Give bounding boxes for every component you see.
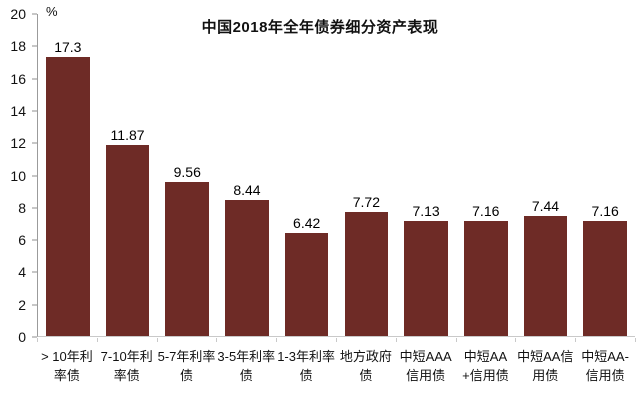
y-tick-mark	[32, 13, 37, 15]
x-axis-ticks	[37, 338, 636, 343]
y-tick-mark	[32, 207, 37, 209]
y-tick-mark	[32, 304, 37, 306]
y-tick-mark	[32, 175, 37, 176]
x-tick-mark	[575, 338, 577, 342]
y-tick-label: 16	[10, 70, 26, 87]
bar	[46, 57, 90, 336]
bar	[344, 211, 389, 336]
bar-column: 17.3	[38, 14, 98, 336]
y-tick-label: 6	[18, 232, 26, 249]
x-tick-mark	[96, 338, 98, 342]
x-category-label: 中短AA-信用债	[581, 349, 629, 383]
bar-column: 7.16	[575, 14, 635, 336]
bar	[523, 216, 568, 336]
x-axis-labels: > 10年利率债 7-10年利率债 5-7年利率债 3-5年利率债 1-3年利率债 地方政…	[37, 348, 635, 386]
bar	[105, 144, 150, 336]
y-tick-mark	[32, 110, 37, 112]
y-tick-label: 18	[10, 38, 26, 55]
x-category-label: 中短AA信用债	[517, 349, 574, 383]
bar-value-label: 7.72	[352, 193, 380, 210]
bar-value-label: 11.87	[110, 126, 145, 143]
x-category-label: 7-10年利率债	[100, 349, 153, 383]
bar	[165, 182, 210, 336]
x-category-label: 3-5年利率债	[217, 349, 276, 383]
x-tick-mark	[455, 338, 457, 342]
bar-column: 8.44	[217, 14, 277, 336]
x-category-label: 中短AA+信用债	[462, 349, 509, 383]
y-tick-label: 20	[10, 6, 26, 22]
y-axis-unit-label: %	[46, 4, 58, 19]
bar-value-label: 7.16	[472, 202, 500, 219]
y-tick-label: 4	[18, 264, 26, 281]
bar-value-label: 7.16	[591, 202, 619, 219]
y-tick-mark	[32, 336, 37, 338]
x-tick-mark	[635, 338, 636, 342]
bar-column: 9.56	[157, 14, 217, 336]
bar-column: 11.87	[98, 14, 158, 336]
bar	[225, 200, 269, 336]
bar-column: 7.44	[516, 14, 576, 336]
x-tick-mark	[395, 338, 397, 342]
y-axis: 0 2 4 6 8 10 12 14 16 18 20	[0, 7, 37, 344]
bar	[284, 232, 329, 336]
x-category-label: 中短AAA信用债	[399, 349, 452, 383]
y-tick-mark	[32, 271, 37, 273]
bar-value-label: 6.42	[293, 214, 321, 231]
y-tick-mark	[32, 45, 37, 47]
x-category-label: 1-3年利率债	[277, 349, 335, 383]
bar-value-label: 7.44	[531, 198, 560, 215]
bar-value-label: 7.13	[412, 203, 440, 220]
bar-column: 7.13	[396, 14, 456, 336]
x-tick-mark	[216, 338, 218, 342]
y-tick-label: 10	[10, 167, 26, 184]
y-tick-label: 14	[10, 102, 26, 119]
y-tick-label: 2	[18, 296, 26, 313]
bar	[583, 220, 627, 336]
x-tick-mark	[336, 338, 337, 342]
bar	[404, 221, 448, 336]
y-tick-label: 12	[10, 135, 26, 152]
y-tick-mark	[32, 142, 37, 144]
y-tick-mark	[32, 78, 37, 80]
x-tick-mark	[37, 338, 38, 342]
y-tick-mark	[32, 239, 37, 241]
bar-value-label: 8.44	[233, 182, 261, 199]
y-tick-label: 8	[18, 199, 26, 216]
x-category-label: > 10年利率债	[41, 349, 93, 383]
bar-column: 7.72	[337, 14, 397, 336]
x-tick-mark	[515, 338, 517, 342]
x-category-label: 5-7年利率债	[157, 349, 216, 383]
chart-title: 中国2018年全年债券细分资产表现	[201, 19, 439, 36]
x-category-label: 地方政府债	[339, 349, 392, 383]
x-tick-mark	[156, 338, 158, 342]
bar-column: 7.16	[456, 14, 516, 336]
bar-value-label: 17.3	[54, 39, 82, 56]
plot-area: 17.3 11.87 9.56 8.44 6.42 7.72 7.13 7.16 7.44 7.1…	[37, 14, 635, 337]
bar-column: 6.42	[277, 14, 337, 336]
x-tick-mark	[276, 338, 278, 342]
y-tick-label: 0	[18, 329, 26, 345]
bar-value-label: 9.56	[173, 164, 201, 181]
bar	[463, 220, 508, 336]
